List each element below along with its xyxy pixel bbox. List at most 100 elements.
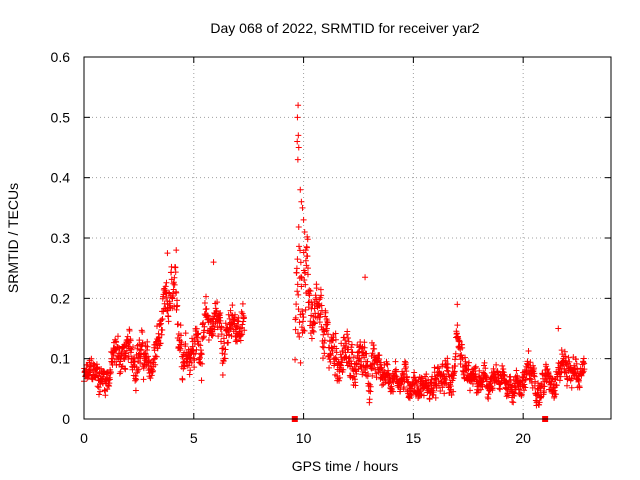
- data-point: [311, 305, 318, 312]
- data-point: [319, 343, 326, 350]
- data-point: [171, 281, 178, 288]
- data-point: [121, 365, 128, 372]
- data-point: [371, 345, 378, 352]
- data-point: [423, 371, 430, 378]
- data-point: [480, 362, 487, 369]
- data-point: [541, 387, 548, 394]
- data-point: [153, 353, 160, 360]
- data-point: [579, 369, 586, 376]
- data-point: [107, 369, 114, 376]
- data-point: [234, 338, 241, 345]
- data-point: [93, 368, 100, 375]
- data-point: [376, 352, 383, 359]
- data-point: [126, 327, 133, 334]
- data-point: [543, 363, 550, 370]
- data-point: [292, 314, 299, 321]
- data-point: [317, 314, 324, 321]
- data-point: [177, 345, 184, 352]
- data-point: [455, 338, 462, 345]
- data-point: [304, 265, 311, 272]
- data-point: [139, 339, 146, 346]
- data-point: [340, 366, 347, 373]
- data-point: [295, 132, 302, 139]
- data-point: [377, 359, 384, 366]
- data-point: [188, 359, 195, 366]
- data-point: [318, 292, 325, 299]
- data-point: [379, 382, 386, 389]
- data-point: [392, 372, 399, 379]
- data-point: [370, 353, 377, 360]
- data-point: [294, 288, 301, 295]
- data-point: [101, 387, 108, 394]
- data-point: [368, 365, 375, 372]
- data-point: [467, 387, 474, 394]
- data-point: [160, 308, 167, 315]
- data-point: [170, 279, 177, 286]
- data-point: [308, 335, 315, 342]
- data-point: [533, 397, 540, 404]
- data-point: [191, 364, 198, 371]
- data-point: [519, 377, 526, 384]
- data-point: [441, 390, 448, 397]
- data-point: [318, 302, 325, 309]
- data-point: [366, 396, 373, 403]
- data-point: [113, 362, 120, 369]
- data-point: [577, 365, 584, 372]
- data-point: [217, 309, 224, 316]
- data-point: [336, 374, 343, 381]
- data-point: [302, 306, 309, 313]
- data-point: [302, 281, 309, 288]
- data-point: [295, 102, 302, 109]
- data-point: [201, 300, 208, 307]
- data-point: [522, 384, 529, 391]
- data-point: [349, 349, 356, 356]
- data-point: [306, 287, 313, 294]
- data-point: [295, 223, 302, 230]
- data-point: [511, 390, 518, 397]
- data-point: [200, 334, 207, 341]
- data-point: [309, 324, 316, 331]
- data-point: [531, 373, 538, 380]
- data-point: [186, 371, 193, 378]
- data-point: [392, 358, 399, 365]
- data-point: [239, 300, 246, 307]
- data-point: [296, 319, 303, 326]
- data-point: [231, 311, 238, 318]
- data-point: [510, 399, 517, 406]
- data-point: [302, 257, 309, 264]
- data-point: [106, 376, 113, 383]
- data-point: [87, 369, 94, 376]
- data-point: [297, 259, 304, 266]
- data-point: [294, 156, 301, 163]
- data-point: [337, 351, 344, 358]
- data-point: [328, 344, 335, 351]
- data-point: [509, 398, 516, 405]
- data-point: [241, 327, 248, 334]
- data-point: [521, 387, 528, 394]
- data-point: [240, 318, 247, 325]
- data-point: [237, 337, 244, 344]
- data-point: [217, 326, 224, 333]
- y-tick-label: 0.4: [51, 170, 71, 186]
- data-point: [192, 350, 199, 357]
- data-point: [566, 358, 573, 365]
- data-point: [527, 359, 534, 366]
- data-point: [462, 354, 469, 361]
- data-point: [240, 314, 247, 321]
- data-point: [294, 138, 301, 145]
- data-point: [481, 359, 488, 366]
- data-point: [163, 294, 170, 301]
- data-point: [525, 348, 532, 355]
- data-point: [174, 297, 181, 304]
- data-point: [454, 322, 461, 329]
- data-point: [458, 352, 465, 359]
- data-point: [411, 369, 418, 376]
- data-point: [476, 367, 483, 374]
- data-point: [170, 292, 177, 299]
- data-point: [356, 355, 363, 362]
- data-point: [513, 367, 520, 374]
- data-point: [468, 377, 475, 384]
- data-point: [439, 384, 446, 391]
